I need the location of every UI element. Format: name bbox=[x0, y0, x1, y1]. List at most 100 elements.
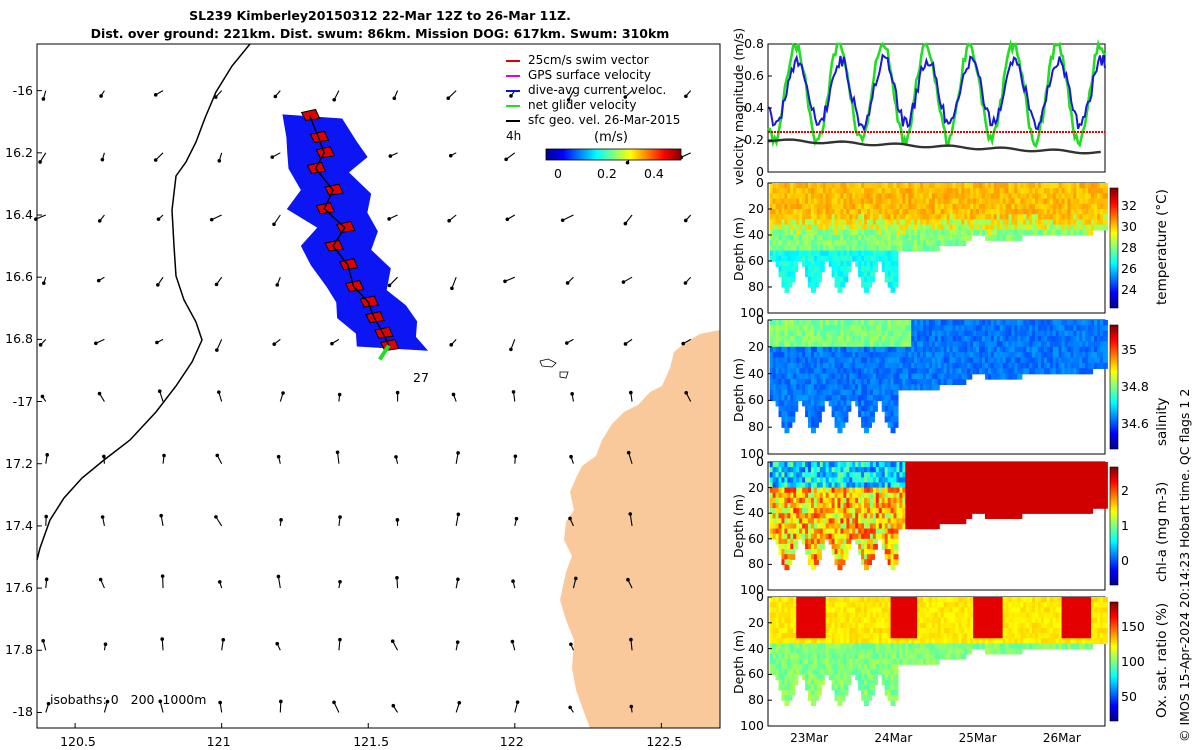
section-cell bbox=[1058, 341, 1064, 348]
section-cell bbox=[846, 320, 852, 327]
section-cell bbox=[852, 492, 858, 499]
section-cell bbox=[931, 467, 937, 473]
section-cell bbox=[822, 240, 828, 247]
section-cell bbox=[825, 320, 831, 327]
section-cell bbox=[810, 533, 816, 540]
section-cell bbox=[1091, 362, 1097, 369]
section-cell bbox=[964, 346, 970, 353]
section-cell bbox=[819, 384, 825, 391]
section-cell bbox=[834, 477, 840, 484]
section-cell bbox=[1055, 472, 1061, 478]
section-cell bbox=[834, 255, 840, 262]
section-cell bbox=[1088, 462, 1094, 468]
section-cell bbox=[1096, 209, 1102, 215]
section-cell bbox=[1038, 209, 1044, 215]
section-cell bbox=[772, 346, 778, 353]
section-cell bbox=[816, 320, 822, 327]
section-cell bbox=[1082, 487, 1088, 494]
section-cell bbox=[793, 325, 799, 332]
section-cell bbox=[887, 477, 893, 484]
section-cell bbox=[784, 235, 790, 241]
section-cell bbox=[1085, 330, 1091, 337]
section-cell bbox=[825, 255, 831, 262]
section-cell bbox=[1091, 325, 1097, 332]
section-cell bbox=[784, 538, 790, 545]
section-cell bbox=[896, 487, 902, 494]
section-cell bbox=[970, 472, 976, 478]
section-cell bbox=[1038, 492, 1044, 499]
section-cell bbox=[872, 188, 878, 195]
section-cell bbox=[805, 320, 811, 327]
section-cell bbox=[890, 378, 896, 385]
section-cell bbox=[946, 214, 952, 221]
section-cell bbox=[790, 384, 796, 391]
section-cell bbox=[958, 492, 964, 499]
section-cell bbox=[979, 502, 985, 509]
section-cell bbox=[816, 330, 822, 337]
section-cell bbox=[949, 487, 955, 494]
section-cell bbox=[905, 198, 911, 205]
section-cell bbox=[987, 325, 993, 332]
section-cell bbox=[828, 378, 834, 385]
section-cell bbox=[796, 214, 802, 221]
section-cell bbox=[878, 487, 884, 494]
section-cell bbox=[828, 245, 834, 252]
map-x-tick-label: 121.5 bbox=[353, 734, 390, 749]
section-cell bbox=[1052, 229, 1058, 236]
section-cell bbox=[810, 245, 816, 252]
section-cell bbox=[967, 352, 973, 359]
section-cell bbox=[1088, 224, 1094, 231]
section-cell bbox=[855, 320, 861, 327]
section-cell bbox=[849, 368, 855, 375]
section-cell bbox=[846, 513, 852, 519]
section-cell bbox=[899, 341, 905, 348]
section-cell bbox=[928, 224, 934, 231]
section-cell bbox=[1049, 219, 1055, 226]
section-cell bbox=[813, 384, 819, 391]
section-cell bbox=[834, 472, 840, 478]
section-cell bbox=[902, 224, 908, 231]
section-cell bbox=[999, 188, 1005, 195]
section-cell bbox=[869, 518, 875, 525]
section-cell bbox=[772, 214, 778, 221]
section-cell bbox=[819, 188, 825, 195]
section-cell bbox=[905, 523, 911, 530]
section-cell bbox=[1023, 362, 1029, 369]
section-cell bbox=[864, 214, 870, 221]
section-cell bbox=[781, 240, 787, 247]
section-cell bbox=[952, 203, 958, 210]
section-cell bbox=[993, 352, 999, 359]
section-cell bbox=[1061, 357, 1067, 364]
section-cell bbox=[952, 513, 958, 519]
section-cell bbox=[793, 462, 799, 468]
section-cell bbox=[808, 487, 814, 494]
section-cell bbox=[846, 538, 852, 545]
section-cell bbox=[946, 497, 952, 504]
section-cell bbox=[819, 523, 825, 530]
swim-vector-patch bbox=[365, 311, 385, 324]
section-cell bbox=[979, 462, 985, 468]
section-cell bbox=[911, 368, 917, 375]
section-cell bbox=[778, 487, 784, 494]
section-cell bbox=[973, 357, 979, 364]
section-cell bbox=[840, 508, 846, 514]
section-cell bbox=[822, 255, 828, 262]
section-cell bbox=[996, 497, 1002, 504]
section-cell bbox=[1102, 219, 1108, 226]
section-cell bbox=[884, 554, 890, 560]
section-cell bbox=[1049, 198, 1055, 205]
section-cell bbox=[887, 533, 893, 540]
section-cell bbox=[964, 336, 970, 343]
section-cell bbox=[984, 214, 990, 221]
section-cell bbox=[805, 193, 811, 200]
section-cell bbox=[905, 229, 911, 236]
section-cell bbox=[899, 502, 905, 509]
section-cell bbox=[1040, 477, 1046, 484]
section-cell bbox=[1082, 482, 1088, 489]
section-cell bbox=[893, 266, 899, 273]
section-cell bbox=[822, 183, 828, 189]
section-cell bbox=[1055, 229, 1061, 236]
section-cell bbox=[772, 330, 778, 337]
section-cell bbox=[902, 209, 908, 215]
section-cell bbox=[813, 250, 819, 257]
